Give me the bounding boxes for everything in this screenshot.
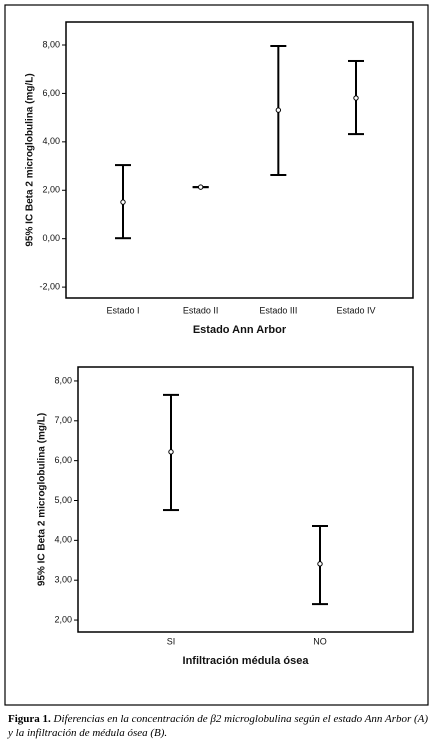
x-tick-label: Estado III — [259, 305, 297, 315]
y-tick-label: -2,00 — [39, 281, 60, 291]
y-tick-label: 6,00 — [42, 88, 60, 98]
y-tick-label: 8,00 — [54, 375, 72, 385]
x-tick-label: Estado IV — [336, 305, 375, 315]
mean-point — [197, 184, 204, 190]
y-tick-label: 2,00 — [42, 185, 60, 195]
plot-frame — [77, 366, 414, 633]
caption-text: Diferencias en la concentración de β2 mi… — [8, 713, 429, 739]
y-tick-label: 3,00 — [54, 575, 72, 585]
figure-frame — [4, 4, 429, 706]
x-tick-label: Estado II — [183, 305, 219, 315]
y-tick-label: 0,00 — [42, 233, 60, 243]
y-tick-label: 4,00 — [42, 136, 60, 146]
y-axis-label: 95% IC Beta 2 microglobulina (mg/L) — [25, 73, 36, 246]
mean-point — [168, 449, 174, 455]
y-tick-label: 7,00 — [54, 415, 72, 425]
y-axis-label: 95% IC Beta 2 microglobulina (mg/L) — [37, 413, 48, 586]
mean-point — [353, 95, 359, 101]
caption: Figura 1. Diferencias en la concentració… — [8, 712, 430, 740]
x-tick-label: Estado I — [106, 305, 139, 315]
caption-label: Figura 1. — [8, 713, 51, 725]
y-tick-label: 2,00 — [54, 614, 72, 624]
y-tick-label: 6,00 — [54, 455, 72, 465]
mean-point — [120, 199, 126, 205]
mean-point — [317, 561, 323, 567]
plot-frame — [65, 21, 414, 299]
mean-point — [275, 107, 282, 113]
y-tick-label: 8,00 — [42, 39, 60, 49]
x-axis-label: Infiltración médula ósea — [183, 655, 310, 667]
x-tick-label: NO — [313, 636, 327, 646]
x-axis-label: Estado Ann Arbor — [193, 324, 287, 336]
y-tick-label: 5,00 — [54, 495, 72, 505]
y-tick-label: 4,00 — [54, 535, 72, 545]
x-tick-label: SI — [167, 636, 176, 646]
